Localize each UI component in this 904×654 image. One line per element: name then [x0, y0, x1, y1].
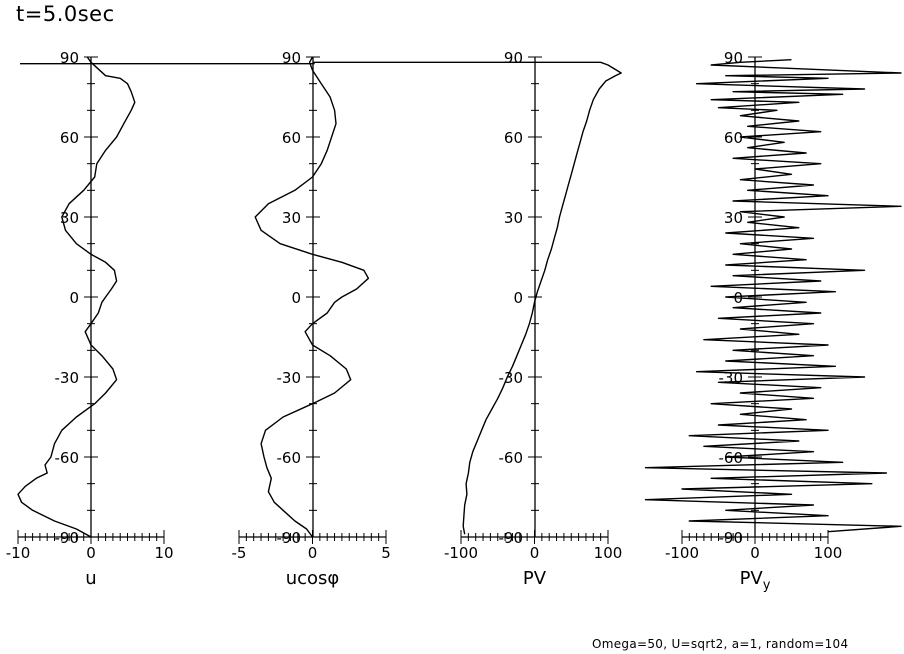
y-tick-label: 60	[724, 129, 743, 147]
chart-title: t=5.0sec	[16, 2, 115, 26]
y-tick-label: -30	[719, 369, 744, 387]
y-tick-label: 60	[282, 129, 301, 147]
series-line	[254, 56, 370, 538]
x-axis-label: u	[85, 568, 96, 589]
x-tick-label: 0	[308, 544, 318, 562]
x-tick-label: -10	[6, 544, 31, 562]
y-tick-label: -60	[499, 449, 524, 467]
x-axis-label: PV	[523, 568, 547, 589]
series-line	[20, 61, 622, 535]
y-tick-label: -90	[719, 529, 744, 547]
y-tick-label: -60	[55, 449, 80, 467]
y-tick-label: 30	[282, 209, 301, 227]
y-tick-label: 90	[282, 49, 301, 67]
x-tick-label: 0	[86, 544, 96, 562]
x-tick-label: 5	[381, 544, 391, 562]
y-tick-label: 60	[60, 129, 79, 147]
series-line	[644, 59, 902, 533]
y-tick-label: 60	[504, 129, 523, 147]
y-tick-label: 0	[291, 289, 301, 307]
x-tick-label: -5	[232, 544, 247, 562]
y-tick-label: 30	[504, 209, 523, 227]
y-tick-label: -90	[55, 529, 80, 547]
x-tick-label: 0	[530, 544, 540, 562]
y-tick-label: -30	[277, 369, 302, 387]
y-tick-label: 90	[60, 49, 79, 67]
y-tick-label: 30	[60, 209, 79, 227]
y-tick-label: 0	[69, 289, 79, 307]
x-tick-label: 100	[814, 544, 843, 562]
x-axis-label: PVy	[740, 568, 771, 593]
y-tick-label: -60	[719, 449, 744, 467]
y-tick-label: -30	[55, 369, 80, 387]
x-tick-label: 0	[750, 544, 760, 562]
y-tick-label: 90	[724, 49, 743, 67]
footnote: Omega=50, U=sqrt2, a=1, random=104	[592, 637, 849, 651]
x-tick-label: 100	[594, 544, 623, 562]
x-tick-label: -100	[665, 544, 699, 562]
y-tick-label: 90	[504, 49, 523, 67]
panel-1: -90 -60 -30 0 30 60 90 -10 0 10 u	[6, 49, 174, 589]
y-tick-label: 30	[724, 209, 743, 227]
x-axis-label: ucosφ	[286, 568, 340, 589]
x-tick-label: -100	[444, 544, 478, 562]
y-tick-label: -60	[277, 449, 302, 467]
y-tick-label: 0	[513, 289, 523, 307]
series-line	[17, 56, 136, 538]
y-tick-label: -30	[499, 369, 524, 387]
x-tick-label: 10	[154, 544, 173, 562]
